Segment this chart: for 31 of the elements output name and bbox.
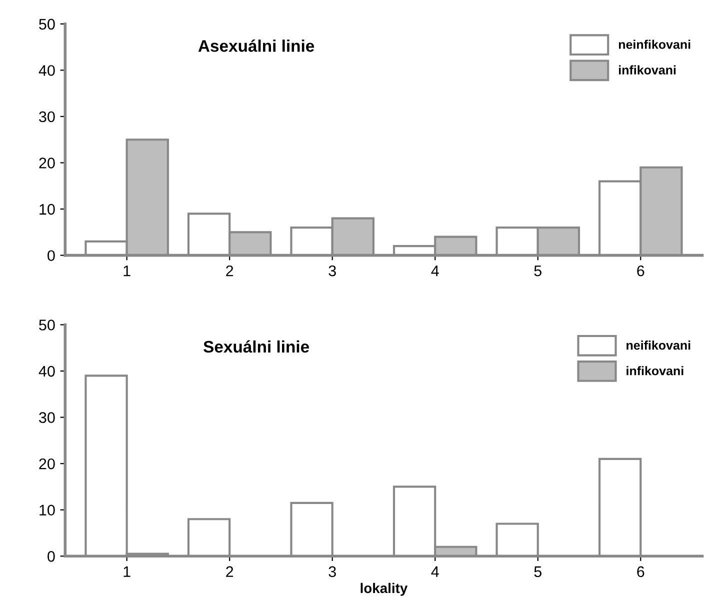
- y-tick-label: 50: [39, 320, 55, 330]
- y-tick-label: 40: [38, 65, 55, 76]
- text: Sexuálni linie: [204, 340, 309, 353]
- x-axis-title: lokality: [360, 582, 408, 596]
- x-tick-label: 1: [124, 566, 130, 577]
- legend-label: infikovani: [618, 65, 676, 74]
- y-tick-label: 0: [48, 551, 55, 562]
- x-tick-label: 6: [637, 566, 644, 578]
- y-tick-label: 50: [39, 18, 55, 30]
- y-tick-label: 30: [39, 412, 55, 423]
- x-tick-label: 6: [637, 265, 644, 276]
- x-tick-label: 3: [328, 265, 336, 276]
- legend-label: neinfikovani: [618, 40, 690, 49]
- y-tick-label: 10: [40, 504, 55, 516]
- text: Asexuálni linie: [198, 39, 314, 52]
- x-tick-label: 4: [431, 266, 439, 276]
- y-tick-label: 20: [39, 458, 55, 470]
- x-tick-label: 3: [328, 566, 336, 578]
- x-tick-label: 2: [226, 265, 234, 276]
- y-tick-label: 40: [38, 366, 55, 377]
- x-tick-label: 2: [226, 566, 234, 577]
- y-tick-label: 0: [48, 250, 55, 262]
- x-tick-label: 1: [124, 266, 130, 276]
- y-tick-label: 10: [40, 204, 55, 215]
- x-tick-label: 4: [431, 566, 439, 577]
- y-tick-label: 20: [39, 158, 55, 168]
- x-tick-label: 5: [534, 266, 542, 276]
- x-tick-label: 5: [534, 566, 542, 578]
- legend-label: infikovani: [626, 366, 684, 376]
- legend-label: neifikovani: [626, 340, 690, 350]
- y-tick-label: 30: [39, 111, 55, 122]
